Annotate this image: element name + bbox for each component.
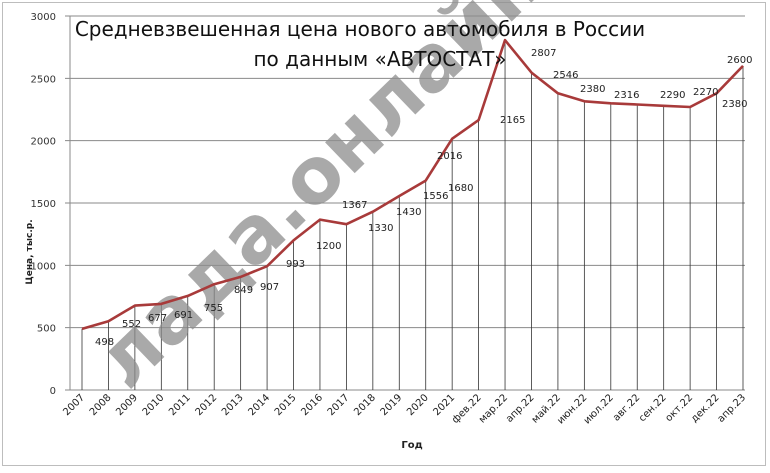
y-tick-label: 0 [50, 386, 56, 397]
data-label: 849 [234, 285, 253, 296]
x-tick-label: апр.23 [716, 392, 748, 424]
x-tick-label: 2018 [352, 392, 378, 418]
x-tick-label: фев.22 [450, 392, 484, 426]
data-label: 993 [286, 259, 305, 270]
x-tick-label: 2019 [379, 392, 405, 418]
data-label: 2016 [437, 151, 462, 162]
x-tick-label: 2020 [405, 392, 431, 418]
data-label: 1200 [316, 241, 341, 252]
data-label: 1680 [448, 183, 473, 194]
horizontal-gridlines [65, 15, 745, 391]
data-labels: 498 552 677 691 755 849 907 993 1200 1367 13301430… [95, 48, 752, 348]
data-label: 1367 [342, 200, 367, 211]
y-tick-label: 1500 [31, 199, 56, 210]
data-label: 2380 [722, 99, 747, 110]
x-tick-label: 2011 [167, 392, 193, 418]
data-label: 2546 [553, 70, 578, 81]
vertical-droplines [81, 40, 744, 390]
chart-title: Средневзвешенная цена нового автомобиля … [60, 14, 660, 74]
data-label: 2165 [500, 115, 525, 126]
chart-frame [2, 2, 766, 466]
x-tick-label: июл.22 [582, 392, 616, 426]
data-label: 2270 [693, 87, 718, 98]
x-tick-label: мар.22 [477, 392, 510, 425]
x-tick-label: 2015 [273, 392, 299, 418]
y-axis-tick-labels: 0 500 1000 1500 2000 2500 3000 [31, 12, 56, 397]
chart-title-line-1: Средневзвешенная цена нового автомобиля … [74, 17, 646, 41]
data-label: 2807 [531, 48, 556, 59]
data-label: 2600 [727, 55, 752, 66]
x-axis-title: Год [401, 440, 422, 451]
y-tick-label: 500 [37, 324, 56, 335]
y-tick-label: 2500 [31, 74, 56, 85]
data-label: 755 [204, 303, 223, 314]
x-tick-label: 2012 [194, 392, 220, 418]
x-tick-label: сен.22 [637, 392, 669, 424]
data-label: 2380 [580, 84, 605, 95]
x-tick-label: дек.22 [689, 392, 722, 425]
x-tick-label: 2007 [61, 392, 87, 418]
data-label: 1330 [368, 223, 393, 234]
x-axis-tick-labels: 2007 2008 2009 2010 2011 2012 2013 2014 2015 2016… [61, 392, 748, 426]
chart-title-line-2: по данным «АВТОСТАТ» [253, 47, 507, 71]
x-tick-label: 2013 [220, 392, 246, 418]
data-label: 1430 [396, 207, 421, 218]
price-series-line [81, 38, 744, 331]
data-label: 2290 [660, 90, 685, 101]
data-label: 552 [122, 319, 141, 330]
x-tick-label: 2017 [326, 392, 352, 418]
x-tick-label: 2014 [246, 392, 272, 418]
y-tick-label: 3000 [31, 12, 56, 23]
y-axis-title: Цена, тыс.р. [25, 219, 35, 284]
data-label: 1556 [423, 191, 448, 202]
data-label: 2316 [614, 90, 639, 101]
x-tick-label: 2016 [299, 392, 325, 418]
data-label: 498 [95, 337, 114, 348]
x-tick-label: 2008 [88, 392, 114, 418]
y-tick-label: 2000 [31, 137, 56, 148]
x-tick-label: авг.22 [611, 392, 642, 423]
y-tick-label: 1000 [31, 261, 56, 272]
data-label: 677 [148, 313, 167, 324]
data-label: 691 [174, 310, 193, 321]
data-label: 907 [260, 282, 279, 293]
